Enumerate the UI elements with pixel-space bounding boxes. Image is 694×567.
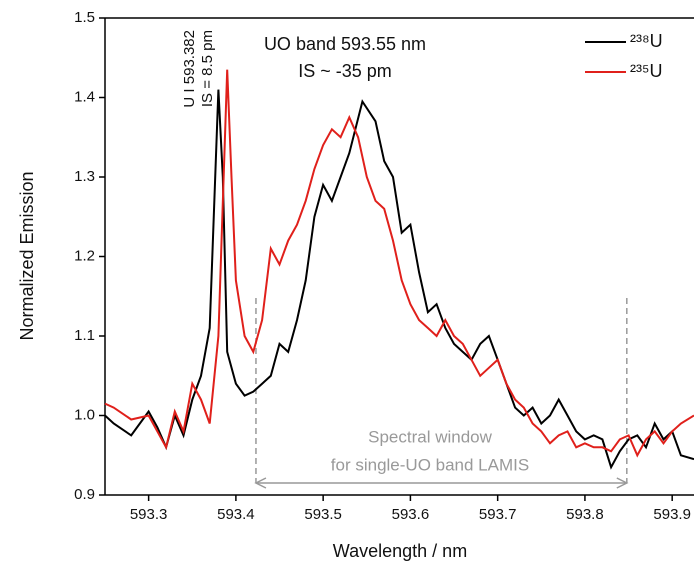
arrow-head	[254, 477, 267, 489]
series-line	[104, 89, 694, 470]
x-tick-label: 593.9	[653, 506, 691, 523]
annotation: IS ~ -35 pm	[298, 61, 392, 81]
annotation: for single-UO band LAMIS	[331, 455, 529, 474]
x-tick-label: 593.3	[130, 506, 168, 523]
annotation: UO band 593.55 nm	[264, 34, 426, 54]
y-tick-label: 1.5	[74, 9, 95, 26]
x-tick-label: 593.7	[479, 506, 517, 523]
x-tick-label: 593.8	[566, 506, 604, 523]
x-tick-label: 593.5	[304, 506, 342, 523]
x-tick-label: 593.4	[217, 506, 255, 523]
y-tick-label: 1.0	[74, 406, 95, 423]
x-axis-label: Wavelength / nm	[333, 541, 467, 561]
y-tick-label: 0.9	[74, 486, 95, 503]
annotation: IS = 8.5 pm	[199, 30, 216, 107]
y-tick-label: 1.1	[74, 327, 95, 344]
y-tick-label: 1.3	[74, 168, 95, 185]
series-line	[104, 69, 694, 458]
arrow-head	[616, 477, 629, 489]
legend-label: ²³⁸U	[630, 31, 663, 51]
y-axis-label: Normalized Emission	[17, 171, 37, 340]
y-tick-label: 1.2	[74, 247, 95, 264]
y-tick-label: 1.4	[74, 88, 95, 105]
annotation: Spectral window	[368, 427, 493, 446]
annotation: U I 593.382	[181, 30, 198, 108]
x-tick-label: 593.6	[392, 506, 430, 523]
legend-label: ²³⁵U	[630, 61, 662, 81]
